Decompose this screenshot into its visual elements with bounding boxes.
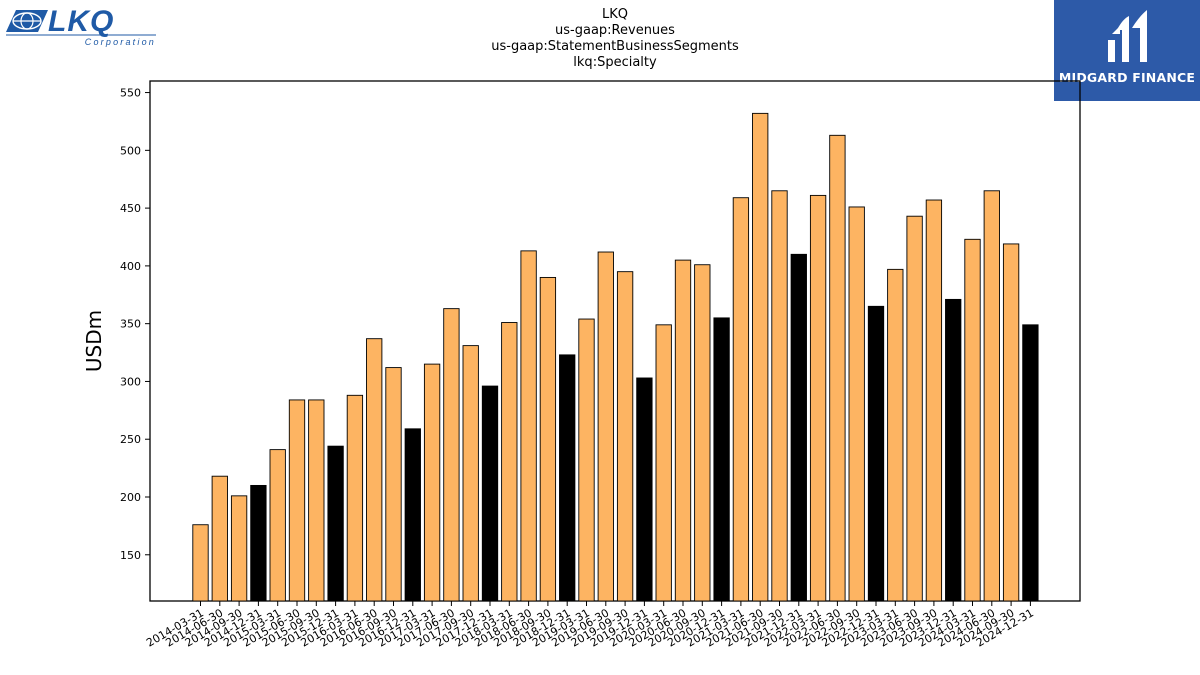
bar-2022-09-30 [848, 206, 865, 602]
bar-2018-06-30 [520, 250, 537, 602]
chart-title: LKQ us-gaap:Revenues us-gaap:StatementBu… [415, 7, 815, 71]
bar-2016-12-31 [404, 428, 421, 602]
lkq-globe-icon [6, 10, 48, 32]
bar-2020-09-30 [694, 264, 711, 602]
bar-2022-03-31 [809, 194, 827, 602]
y-tick-label: 200 [120, 491, 141, 504]
bar-2023-09-30 [925, 199, 943, 602]
bar-2024-09-30 [1002, 243, 1020, 602]
lkq-logo-text: LKQ [48, 5, 114, 38]
bar-2022-06-30 [829, 134, 846, 602]
y-tick-label: 450 [120, 202, 141, 215]
bar-2023-06-30 [906, 215, 923, 602]
y-tick-label: 550 [120, 87, 141, 100]
chart-title-line: LKQ [602, 7, 628, 22]
bar-2017-03-31 [423, 363, 441, 602]
bar-2014-03-31 [192, 524, 209, 602]
bar-2019-03-31 [578, 318, 595, 602]
bar-2021-09-30 [771, 190, 788, 602]
lkq-logo: LKQ Corporation [4, 4, 158, 48]
chart-title-line: lkq:Specialty [573, 55, 657, 70]
bar-2021-03-31 [732, 197, 750, 602]
y-axis-label: USDm [82, 310, 106, 372]
bar-2024-03-31 [964, 238, 981, 602]
chart-title-line: us-gaap:Revenues [555, 23, 675, 38]
bar-2020-03-31 [655, 324, 672, 602]
bar-2021-06-30 [752, 112, 769, 602]
bar-2024-12-31 [1022, 324, 1039, 602]
bar-2017-12-31 [481, 385, 499, 602]
bar-2019-06-30 [597, 251, 614, 602]
bar-2015-06-30 [288, 399, 306, 602]
bar-2019-12-31 [636, 377, 653, 602]
midgard-logo-text: MIDGARD FINANCE [1058, 70, 1196, 85]
bar-2014-12-31 [250, 484, 267, 602]
bar-2015-09-30 [308, 399, 325, 602]
midgard-finance-logo: MIDGARD FINANCE [1054, 0, 1200, 101]
bar-2023-03-31 [887, 268, 904, 602]
plot-frame [149, 80, 1081, 602]
bar-2018-03-31 [501, 322, 518, 602]
bar-2023-12-31 [945, 298, 962, 602]
y-tick-label: 500 [120, 144, 141, 157]
bar-2021-12-31 [790, 253, 807, 602]
bar-2016-03-31 [346, 394, 364, 602]
bar-2014-06-30 [211, 475, 228, 602]
bar-2015-03-31 [269, 449, 286, 602]
chart-title-line: us-gaap:StatementBusinessSegments [491, 39, 739, 54]
y-tick-label: 350 [120, 318, 141, 331]
y-tick-label: 300 [120, 375, 141, 388]
bar-2020-12-31 [713, 317, 730, 602]
bar-2018-12-31 [559, 354, 576, 602]
bar-2018-09-30 [539, 276, 557, 602]
bar-2019-09-30 [616, 271, 634, 602]
y-tick-label: 150 [120, 549, 141, 562]
bar-2022-12-31 [867, 305, 885, 602]
bar-2017-09-30 [462, 345, 479, 602]
bar-2016-09-30 [385, 367, 402, 602]
bar-2024-06-30 [983, 190, 1000, 602]
bar-2014-09-30 [230, 495, 248, 602]
midgard-mark-icon [1108, 10, 1147, 62]
bar-2015-12-31 [327, 445, 344, 602]
lkq-logo-subtext: Corporation [85, 37, 156, 47]
bar-2017-06-30 [443, 308, 460, 602]
bar-2020-06-30 [674, 259, 692, 602]
bar-2016-06-30 [366, 338, 383, 602]
y-tick-label: 250 [120, 433, 141, 446]
y-tick-label: 400 [120, 260, 141, 273]
